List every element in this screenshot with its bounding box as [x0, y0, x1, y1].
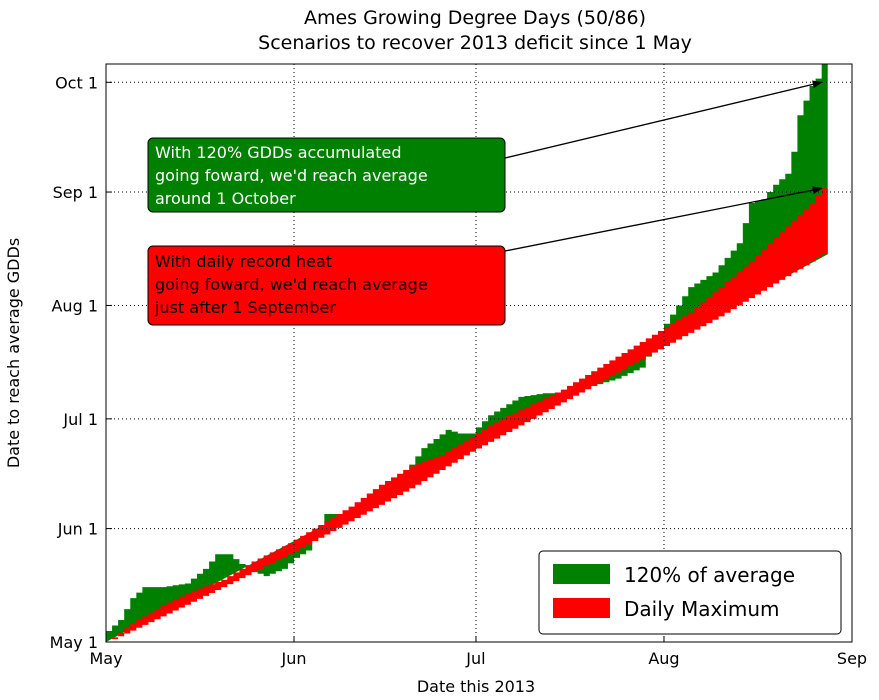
chart-subtitle: Scenarios to recover 2013 deficit since …: [258, 32, 692, 54]
annotation-green-line-3: around 1 October: [155, 189, 296, 208]
x-tick-label: May: [89, 649, 122, 668]
y-tick-label: Oct 1: [55, 73, 98, 92]
annotation-box-green: [147, 137, 506, 213]
annotation-arrow-green: [504, 80, 823, 159]
legend-frame: [538, 550, 842, 635]
annotation-box-red: [147, 245, 506, 326]
tick-layer: May Jun Jul Aug Sep May 1 Jun 1 Jul 1 Aug 1 Sep 1…: [50, 73, 867, 668]
y-tick-label: May 1: [50, 633, 98, 652]
annotation-green-line-2: going foward, we'd reach average: [155, 166, 428, 185]
y-tick-label: Sep 1: [53, 183, 98, 202]
annotation-red-line-1: With daily record heat: [155, 252, 332, 271]
y-tick-label: Jun 1: [57, 520, 98, 539]
x-tick-label: Jun: [281, 649, 307, 668]
legend: 120% of average Daily Maximum: [538, 550, 842, 635]
x-tick-label: Jul: [465, 649, 485, 668]
legend-label-daily-max: Daily Maximum: [624, 597, 780, 621]
annotation-arrow-red: [504, 186, 823, 252]
legend-swatch-120-pct: [553, 564, 610, 584]
x-axis-label: Date this 2013: [417, 677, 535, 696]
annotation-layer: With 120% GDDs accumulated going foward,…: [147, 80, 823, 326]
annotation-red-line-3: just after 1 September: [154, 298, 336, 317]
legend-swatch-daily-max: [553, 598, 610, 618]
annotation-green-line-1: With 120% GDDs accumulated: [155, 143, 402, 162]
x-tick-label: Aug: [648, 649, 679, 668]
y-tick-label: Aug 1: [51, 296, 98, 315]
x-tick-label: Sep: [837, 649, 867, 668]
legend-label-120-pct: 120% of average: [624, 563, 795, 587]
annotation-red-line-2: going foward, we'd reach average: [155, 275, 428, 294]
y-axis-label: Date to reach average GDDs: [4, 238, 23, 468]
chart-title: Ames Growing Degree Days (50/86): [304, 7, 646, 29]
y-tick-label: Jul 1: [62, 410, 98, 429]
plot-frame: [105, 63, 853, 643]
